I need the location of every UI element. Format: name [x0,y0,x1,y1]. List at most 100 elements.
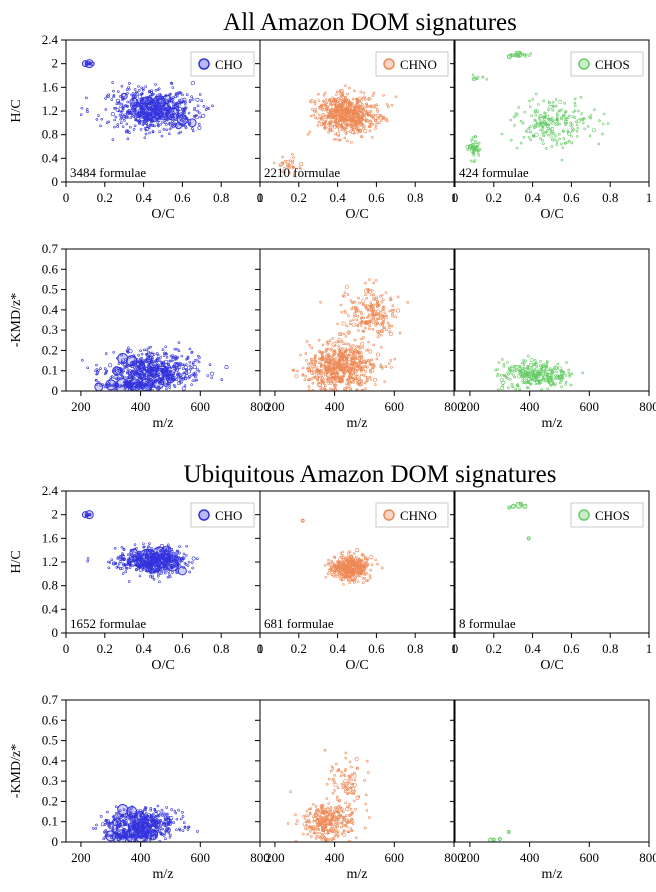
data-bubble [134,556,146,568]
data-point [113,125,116,129]
data-point [365,296,368,300]
data-point [134,92,137,96]
data-point [181,363,185,366]
data-point [501,380,506,385]
data-point [191,379,195,382]
data-point [192,365,197,370]
data-point [384,365,388,368]
data-point [142,383,146,386]
legend-marker [383,509,395,521]
data-point [140,369,144,373]
data-point [550,136,553,139]
data-point [364,288,369,293]
data-point [150,567,154,570]
data-point [352,563,355,566]
data-point [363,381,367,385]
data-point [333,107,337,111]
data-point [144,569,148,572]
data-point [155,363,158,367]
data-point [355,377,359,380]
data-point [115,377,118,380]
data-point [137,111,140,114]
data-point [179,375,183,379]
data-point [313,376,317,379]
panel-ubiquitous-kmd-1: 200 400 600 80000.10.20.30.40.50.60.7m/z-KM… [9,692,270,882]
legend-label: CHNO [400,508,437,523]
data-point [501,358,504,361]
data-point [477,141,481,145]
data-point [339,303,343,307]
data-point [367,98,370,101]
data-point [351,301,354,304]
data-point [555,113,559,117]
x-axis-label: O/C [345,658,368,673]
data-point [344,284,349,289]
data-point [570,129,574,133]
data-point [536,103,540,106]
data-point [473,159,477,162]
data-bubble [136,360,146,370]
data-point [340,310,344,314]
data-point [526,366,530,369]
data-point [356,131,360,134]
data-point [339,577,342,581]
data-point [374,322,378,326]
data-bubble [176,114,188,126]
data-point [119,105,122,109]
data-point [518,365,521,368]
data-point [145,387,149,391]
data-point [146,550,149,553]
data-bubble [152,546,166,560]
data-point [157,381,161,384]
data-point [106,385,110,389]
data-point [354,306,357,309]
data-point [379,294,382,298]
data-point [135,559,138,563]
data-point [143,136,147,139]
data-point [355,373,359,377]
data-point [116,122,120,126]
data-bubble [166,107,180,121]
data-point [346,369,350,373]
legend: CHO [190,502,255,528]
data-point [307,385,311,388]
data-bubble [177,566,187,576]
data-point [174,367,178,371]
data-point [367,289,372,294]
data-point [523,377,526,380]
data-point [171,100,175,104]
data-point [471,73,475,77]
data-point [537,375,541,378]
data-point [349,125,353,128]
data-bubble [138,96,156,114]
data-point [117,102,121,105]
data-point [361,302,365,306]
data-point [364,305,368,309]
data-point [376,113,381,118]
data-point [88,513,92,516]
data-point [336,125,340,129]
data-point [168,371,172,374]
data-point [530,370,534,373]
data-point [319,378,323,381]
data-point [182,371,186,375]
data-point [118,376,122,380]
data-point [335,93,338,96]
data-point [154,810,158,813]
data-point [190,81,195,86]
data-point [353,112,357,116]
data-point [352,350,356,354]
data-point [375,322,379,326]
data-point [313,355,317,358]
data-point [346,139,349,143]
data-point [170,378,174,381]
data-point [99,367,102,370]
data-point [349,350,352,353]
data-point [169,123,173,127]
data-point [529,52,533,55]
data-point [502,362,506,366]
data-point [358,565,362,569]
data-point [362,554,366,558]
data-point [81,358,84,362]
data-point [367,340,371,344]
